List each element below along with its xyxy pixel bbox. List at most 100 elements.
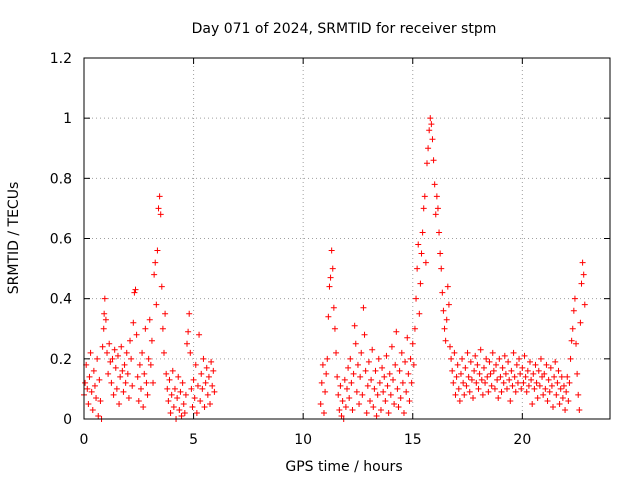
data-point: [347, 355, 354, 362]
data-point: [409, 340, 416, 347]
data-point: [576, 406, 583, 413]
data-point: [537, 355, 544, 362]
data-point: [579, 259, 586, 266]
data-point: [415, 241, 422, 248]
data-point: [534, 394, 541, 401]
data-point: [376, 379, 383, 386]
data-point: [140, 403, 147, 410]
data-point: [489, 349, 496, 356]
data-point: [397, 394, 404, 401]
data-point: [137, 385, 144, 392]
data-point: [483, 355, 490, 362]
data-point: [551, 373, 558, 380]
data-point: [334, 373, 341, 380]
data-point: [323, 370, 330, 377]
data-point: [342, 403, 349, 410]
data-point: [468, 376, 475, 383]
plot-frame: [83, 57, 611, 420]
data-point: [554, 379, 561, 386]
data-point: [324, 355, 331, 362]
data-point: [91, 382, 98, 389]
data-point: [571, 295, 578, 302]
data-point: [135, 397, 142, 404]
data-point: [117, 373, 124, 380]
data-point: [541, 370, 548, 377]
data-point: [495, 394, 502, 401]
data-point: [110, 391, 117, 398]
data-point: [403, 388, 410, 395]
data-point: [543, 361, 550, 368]
data-point: [419, 229, 426, 236]
data-point: [383, 352, 390, 359]
data-point: [337, 382, 344, 389]
chart-title: Day 071 of 2024, SRMTID for receiver stp…: [192, 21, 497, 37]
data-point: [577, 319, 584, 326]
data-point: [338, 412, 345, 419]
data-point: [460, 379, 467, 386]
data-point: [465, 373, 472, 380]
data-point: [566, 379, 573, 386]
data-point: [556, 400, 563, 407]
data-point: [122, 379, 129, 386]
data-point: [473, 379, 480, 386]
data-point: [452, 391, 459, 398]
data-point: [530, 370, 537, 377]
y-tick-label: 0.4: [50, 292, 72, 308]
data-point: [118, 343, 125, 350]
data-point: [205, 373, 212, 380]
data-point: [386, 370, 393, 377]
data-point: [430, 157, 437, 164]
data-point: [385, 409, 392, 416]
data-point: [130, 319, 137, 326]
data-point: [185, 328, 192, 335]
data-point: [493, 361, 500, 368]
data-point: [364, 382, 371, 389]
data-point: [474, 361, 481, 368]
data-point: [331, 325, 338, 332]
data-point: [335, 391, 342, 398]
data-point: [500, 379, 507, 386]
data-point: [511, 373, 518, 380]
data-point: [166, 376, 173, 383]
data-point: [501, 352, 508, 359]
data-point: [341, 376, 348, 383]
data-point: [339, 397, 346, 404]
data-point: [88, 388, 95, 395]
tick-layer: 0 0.2 0.4 0.6 0.8 1 1.2 0 5 10 15 20: [50, 51, 610, 448]
data-point: [398, 349, 405, 356]
data-point: [209, 382, 216, 389]
data-point: [326, 283, 333, 290]
data-point: [204, 391, 211, 398]
data-point: [346, 394, 353, 401]
data-point: [318, 379, 325, 386]
data-points: [81, 115, 588, 422]
data-point: [123, 349, 130, 356]
data-point: [477, 346, 484, 353]
data-point: [349, 406, 356, 413]
data-point: [494, 376, 501, 383]
data-point: [333, 349, 340, 356]
data-point: [463, 382, 470, 389]
data-point: [93, 394, 100, 401]
data-point: [382, 397, 389, 404]
data-point: [488, 382, 495, 389]
data-point: [427, 115, 434, 122]
data-point: [580, 271, 587, 278]
data-point: [322, 388, 329, 395]
data-point: [462, 364, 469, 371]
y-tick-label: 0.2: [50, 352, 72, 368]
data-point: [90, 367, 97, 374]
data-point: [317, 400, 324, 407]
data-point: [190, 376, 197, 383]
data-point: [472, 352, 479, 359]
data-point: [569, 325, 576, 332]
data-point: [545, 376, 552, 383]
data-point: [533, 379, 540, 386]
data-point: [192, 361, 199, 368]
data-point: [113, 385, 120, 392]
data-point: [186, 310, 193, 317]
data-point: [116, 400, 123, 407]
data-point: [496, 355, 503, 362]
data-point: [418, 250, 425, 257]
